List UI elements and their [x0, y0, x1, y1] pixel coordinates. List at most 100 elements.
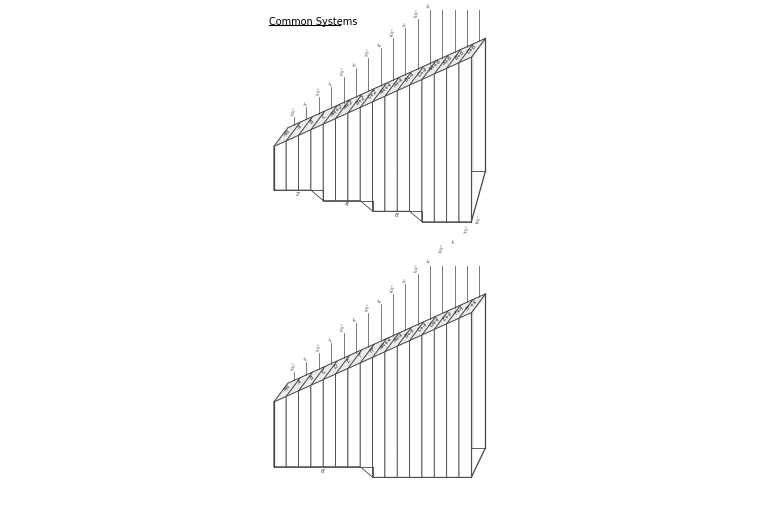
Text: 1.5": 1.5": [316, 86, 322, 97]
Text: 6.5": 6.5": [439, 244, 445, 254]
Text: 7": 7": [452, 238, 457, 244]
Polygon shape: [422, 74, 434, 222]
Text: B+6: B+6: [454, 50, 466, 61]
Text: 5.5": 5.5": [414, 264, 421, 273]
Text: B+4: B+4: [405, 72, 416, 83]
Text: B+2: B+2: [355, 94, 367, 105]
Polygon shape: [299, 130, 311, 190]
Polygon shape: [373, 352, 385, 477]
Text: 3": 3": [353, 317, 358, 322]
Text: 4": 4": [345, 202, 351, 207]
Polygon shape: [274, 141, 286, 190]
Text: E: E: [346, 358, 351, 364]
Polygon shape: [335, 94, 362, 119]
Text: 1": 1": [304, 356, 309, 362]
Text: A: A: [296, 380, 303, 386]
Polygon shape: [335, 368, 348, 467]
Polygon shape: [434, 324, 447, 477]
Text: 5.5": 5.5": [414, 8, 421, 18]
Text: D: D: [333, 363, 340, 369]
Polygon shape: [361, 357, 373, 477]
Text: 6": 6": [427, 3, 432, 8]
Polygon shape: [299, 366, 325, 391]
Polygon shape: [274, 378, 300, 402]
Text: 0.5": 0.5": [291, 106, 297, 116]
Text: C+4: C+4: [417, 321, 429, 333]
Text: FF+4: FF+4: [465, 298, 479, 311]
Polygon shape: [397, 85, 410, 211]
Text: Common Systems: Common Systems: [269, 17, 358, 27]
Text: A+4: A+4: [392, 333, 404, 344]
Text: 4.5": 4.5": [390, 28, 397, 37]
Text: A+6: A+6: [442, 55, 453, 66]
Text: 2": 2": [329, 81, 334, 86]
Text: 6": 6": [321, 469, 326, 474]
Polygon shape: [323, 355, 350, 380]
Text: 5": 5": [403, 22, 408, 28]
Polygon shape: [459, 313, 471, 477]
Polygon shape: [286, 372, 312, 397]
Polygon shape: [286, 117, 312, 141]
Text: AA: AA: [283, 129, 291, 137]
Polygon shape: [348, 107, 361, 201]
Text: 6": 6": [394, 213, 400, 218]
Polygon shape: [323, 100, 350, 124]
Text: D+4: D+4: [429, 316, 442, 328]
Text: AA+4: AA+4: [379, 82, 393, 96]
Text: C+4: C+4: [417, 66, 429, 78]
Text: 2.5": 2.5": [340, 67, 347, 77]
Polygon shape: [373, 96, 385, 211]
Polygon shape: [323, 374, 335, 467]
Text: C+6: C+6: [466, 44, 478, 55]
Polygon shape: [274, 122, 300, 147]
Text: AA+4: AA+4: [379, 337, 393, 351]
Text: 3.5": 3.5": [365, 303, 371, 313]
Text: C: C: [321, 113, 327, 120]
Text: 8.5": 8.5": [476, 215, 483, 224]
Text: 6": 6": [427, 258, 432, 264]
Polygon shape: [385, 328, 411, 352]
Polygon shape: [410, 316, 436, 341]
Polygon shape: [286, 391, 299, 467]
Polygon shape: [335, 113, 348, 201]
Polygon shape: [274, 397, 286, 467]
Polygon shape: [447, 63, 459, 222]
Polygon shape: [397, 341, 410, 477]
Polygon shape: [335, 350, 362, 374]
Polygon shape: [385, 346, 397, 477]
Text: A: A: [296, 125, 303, 131]
Text: 1.5": 1.5": [316, 342, 322, 352]
Text: F: F: [358, 352, 364, 358]
Polygon shape: [434, 50, 461, 74]
Polygon shape: [373, 333, 399, 357]
Polygon shape: [311, 361, 338, 385]
Text: 5": 5": [403, 277, 408, 283]
Text: B+4: B+4: [405, 327, 416, 338]
Polygon shape: [361, 83, 387, 107]
Polygon shape: [373, 78, 399, 102]
Polygon shape: [311, 380, 323, 467]
Polygon shape: [385, 91, 397, 211]
Polygon shape: [397, 66, 424, 91]
Text: B: B: [309, 119, 315, 125]
Polygon shape: [447, 318, 459, 477]
Text: 3.5": 3.5": [365, 48, 371, 57]
Text: 1": 1": [304, 101, 309, 106]
Text: 2": 2": [296, 192, 301, 197]
Text: E+4: E+4: [442, 311, 453, 322]
Polygon shape: [459, 38, 485, 63]
Polygon shape: [447, 299, 473, 324]
Polygon shape: [397, 322, 424, 346]
Text: 2.5": 2.5": [340, 322, 347, 332]
Polygon shape: [459, 294, 485, 318]
Polygon shape: [410, 335, 422, 477]
Polygon shape: [348, 344, 374, 368]
Text: 0.5": 0.5": [291, 362, 297, 371]
Polygon shape: [459, 57, 471, 222]
Text: C: C: [321, 369, 327, 375]
Text: F+4: F+4: [454, 305, 465, 316]
Text: AA+2: AA+2: [329, 104, 344, 118]
Polygon shape: [286, 135, 299, 190]
Polygon shape: [348, 363, 361, 467]
Polygon shape: [361, 339, 387, 363]
